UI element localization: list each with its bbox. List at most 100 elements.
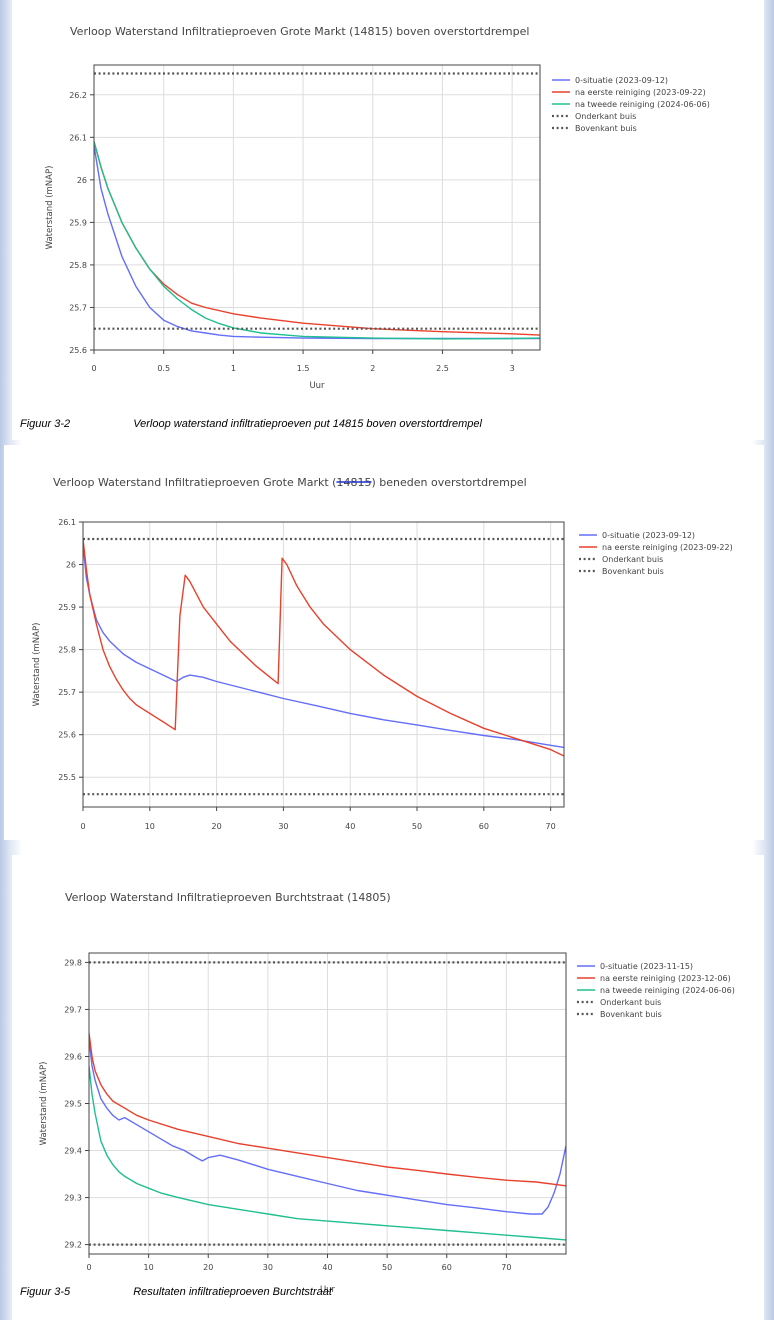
y-tick-label: 26.1 [69,133,87,142]
x-tick-label: 10 [145,822,155,831]
y-tick-label: 29.5 [64,1100,82,1109]
y-axis-label: Waterstand (mNAP) [45,166,55,250]
series-line-na-eerste-reiniging-2023-09-22 [83,538,564,757]
x-tick-label: 50 [382,1263,392,1272]
legend-label: 0-situatie (2023-11-15) [600,962,693,971]
caption-text: Verloop waterstand infiltratieproeven pu… [133,418,482,430]
y-tick-label: 29.6 [64,1052,82,1061]
caption-text: Resultaten infiltratieproeven Burchtstra… [133,1286,332,1298]
plot-area [94,65,540,350]
y-tick-label: 29.4 [64,1147,82,1156]
chart-title: Verloop Waterstand Infiltratieproeven Bu… [65,891,391,904]
caption-number: Figuur 3-2 [20,418,71,430]
y-tick-label: 29.8 [64,958,82,967]
x-tick-label: 10 [144,1263,154,1272]
y-tick-label: 26 [66,561,76,570]
caption-figure-3-5: Figuur 3-5 Resultaten infiltratieproeven… [20,1286,332,1298]
legend-entry: na tweede reiniging (2024-06-06) [577,986,735,995]
plot-border [88,952,567,1255]
chart-panel-3: Verloop Waterstand Infiltratieproeven Bu… [12,855,764,1320]
x-tick-label: 70 [501,1263,511,1272]
legend-entry: na eerste reiniging (2023-09-22) [579,543,733,552]
x-tick-label: 2.5 [436,364,449,373]
y-tick-label: 25.5 [58,773,76,782]
y-tick-label: 25.9 [69,218,87,227]
legend-label: na eerste reiniging (2023-09-22) [602,543,733,552]
y-tick-label: 25.7 [58,688,76,697]
y-tick-label: 25.6 [58,731,76,740]
legend-entry: Bovenkant buis [552,124,637,133]
x-tick-label: 40 [322,1263,332,1272]
y-tick-label: 25.8 [69,261,87,270]
x-axis-label: Uur [309,381,325,391]
y-axis-label: Waterstand (mNAP) [32,623,42,707]
legend-entry: na tweede reiniging (2024-06-06) [552,100,710,109]
x-tick-label: 50 [412,822,422,831]
legend-label: 0-situatie (2023-09-12) [575,76,668,85]
y-axis-label: Waterstand (mNAP) [39,1062,49,1146]
x-tick-label: 40 [345,822,355,831]
series-line-0-situatie-2023-11-15 [89,1037,566,1215]
legend-entry: 0-situatie (2023-09-12) [579,531,695,540]
x-axis-label: Uur [320,1285,336,1295]
y-tick-label: 25.9 [58,603,76,612]
legend-label: Bovenkant buis [600,1010,662,1019]
legend-label: Onderkant buis [600,998,661,1007]
title-part: ) beneden overstortdrempel [371,476,526,489]
y-tick-label: 29.2 [64,1241,82,1250]
series-line-na-tweede-reiniging-2024-06-06 [89,1065,566,1241]
x-tick-label: 1 [231,364,236,373]
legend-label: na eerste reiniging (2023-09-22) [575,88,706,97]
chart-panel-2: Verloop Waterstand Infiltratieproeven Gr… [4,445,764,840]
x-tick-label: 1.5 [297,364,310,373]
y-tick-label: 25.7 [69,303,87,312]
chart-title: Verloop Waterstand Infiltratieproeven Gr… [53,476,527,489]
x-tick-label: 20 [203,1263,213,1272]
x-tick-label: 30 [263,1263,273,1272]
y-tick-label: 26 [77,176,87,185]
legend-entry: Onderkant buis [579,555,663,564]
series-line-0-situatie-2023-09-12 [83,543,564,749]
chart-title: Verloop Waterstand Infiltratieproeven Gr… [70,25,529,38]
legend-label: Onderkant buis [575,112,636,121]
legend-label: na tweede reiniging (2024-06-06) [600,986,735,995]
legend-label: Bovenkant buis [575,124,637,133]
x-tick-label: 60 [442,1263,452,1272]
x-tick-label: 0 [86,1263,91,1272]
caption-number: Figuur 3-5 [20,1286,71,1298]
legend-label: na eerste reiniging (2023-12-06) [600,974,731,983]
plot-border [93,64,541,351]
series-line-na-eerste-reiniging-2023-12-06 [89,1032,566,1187]
chart-1: Verloop Waterstand Infiltratieproeven Gr… [45,25,710,391]
x-tick-label: 3 [510,364,515,373]
x-tick-label: 70 [546,822,556,831]
x-tick-label: 2 [370,364,375,373]
chart-2: Verloop Waterstand Infiltratieproeven Gr… [32,476,733,831]
legend-entry: 0-situatie (2023-09-12) [552,76,668,85]
x-tick-label: 30 [278,822,288,831]
legend-label: Bovenkant buis [602,567,664,576]
y-tick-label: 29.7 [64,1005,82,1014]
x-tick-label: 0 [80,822,85,831]
chart-panel-1: Verloop Waterstand Infiltratieproeven Gr… [12,0,764,440]
legend-label: 0-situatie (2023-09-12) [602,531,695,540]
legend-entry: Onderkant buis [552,112,636,121]
chart-3: Verloop Waterstand Infiltratieproeven Bu… [39,891,735,1295]
caption-figure-3-2: Figuur 3-2 Verloop waterstand infiltrati… [20,418,482,430]
x-tick-label: 0 [91,364,96,373]
y-tick-label: 25.8 [58,646,76,655]
y-tick-label: 25.6 [69,346,87,355]
legend-entry: Bovenkant buis [577,1010,662,1019]
y-tick-label: 29.3 [64,1194,82,1203]
y-tick-label: 26.2 [69,91,87,100]
x-tick-label: 0.5 [157,364,170,373]
y-tick-label: 26.1 [58,518,76,527]
legend-entry: na eerste reiniging (2023-09-22) [552,88,706,97]
series-line-na-tweede-reiniging-2024-06-06 [94,141,540,340]
legend-entry: na eerste reiniging (2023-12-06) [577,974,731,983]
plot-border [82,521,565,808]
legend-label: Onderkant buis [602,555,663,564]
legend-entry: Bovenkant buis [579,567,664,576]
legend-entry: Onderkant buis [577,998,661,1007]
legend-entry: 0-situatie (2023-11-15) [577,962,693,971]
